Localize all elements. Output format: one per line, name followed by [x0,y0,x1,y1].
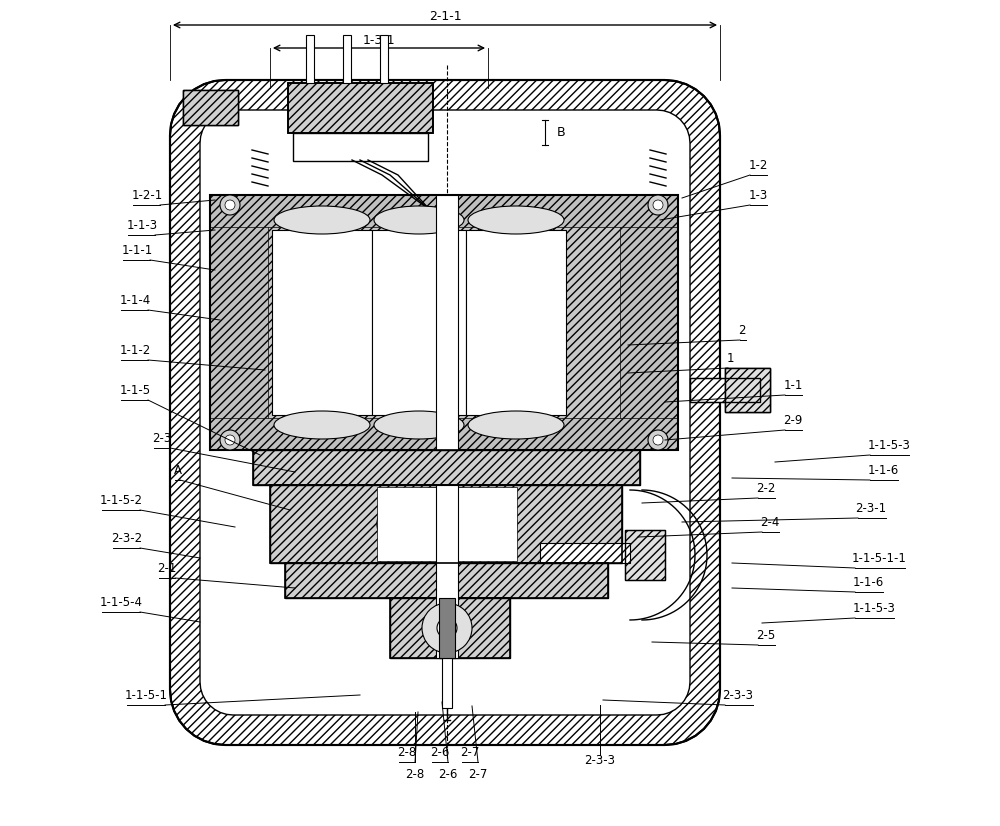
Text: 1-1-1: 1-1-1 [121,244,153,257]
Text: 2-3-2: 2-3-2 [111,532,143,545]
Polygon shape [288,83,433,133]
Text: 1-1-6: 1-1-6 [867,464,899,477]
Text: 1-1-5: 1-1-5 [119,384,151,397]
Text: 1-1-5-3: 1-1-5-3 [853,602,895,615]
Text: 2-6: 2-6 [438,768,458,781]
Text: 1: 1 [726,352,734,365]
Bar [625,530,665,580]
Text: 2-3: 2-3 [152,432,172,445]
Ellipse shape [374,206,464,234]
Polygon shape [183,90,238,125]
Circle shape [422,603,472,653]
Polygon shape [293,133,428,161]
Polygon shape [253,450,640,485]
Text: 2-8: 2-8 [397,746,417,759]
Text: 1-1-5-1: 1-1-5-1 [124,689,168,702]
Text: 2-7: 2-7 [468,768,488,781]
Text: 2-6: 2-6 [430,746,450,759]
Text: 2-1: 2-1 [157,562,177,575]
Polygon shape [540,543,630,563]
Polygon shape [170,80,720,745]
Polygon shape [725,368,770,412]
Text: 2: 2 [738,324,746,337]
Ellipse shape [468,411,564,439]
Bar [380,35,388,83]
Text: 2-4: 2-4 [760,516,780,529]
Circle shape [653,200,663,210]
Circle shape [648,430,668,450]
Bar [725,368,770,412]
Polygon shape [210,195,268,450]
Circle shape [648,195,668,215]
Text: 1-2: 1-2 [748,159,768,172]
Ellipse shape [468,206,564,234]
Circle shape [220,430,240,450]
Circle shape [225,435,235,445]
Polygon shape [372,230,466,415]
Polygon shape [439,598,455,658]
Text: 2-3-3: 2-3-3 [722,689,754,702]
Circle shape [225,200,235,210]
Text: 1-1-3: 1-1-3 [126,219,158,232]
Polygon shape [466,230,566,415]
Text: A: A [174,464,182,477]
Text: 2-7: 2-7 [460,746,480,759]
Text: 1-1-2: 1-1-2 [119,344,151,357]
Circle shape [653,435,663,445]
Text: 1-1-5-2: 1-1-5-2 [100,494,143,507]
Ellipse shape [274,206,370,234]
Polygon shape [436,485,458,658]
Text: 2-2: 2-2 [756,482,776,495]
Polygon shape [210,418,678,450]
Text: 1-1-5-4: 1-1-5-4 [100,596,143,609]
Polygon shape [690,378,760,402]
Ellipse shape [274,411,370,439]
Bar [306,35,314,83]
Polygon shape [436,195,458,450]
Polygon shape [270,485,622,563]
Text: 2-1-1: 2-1-1 [429,11,461,23]
Polygon shape [377,487,517,561]
Text: 2-5: 2-5 [756,629,776,642]
Text: 1-3-1: 1-3-1 [363,34,395,46]
Bar [442,658,452,708]
Ellipse shape [377,487,517,561]
Text: 1-1-5-3: 1-1-5-3 [868,439,910,452]
Circle shape [437,618,457,638]
Polygon shape [285,563,608,598]
Text: 1-1-4: 1-1-4 [119,294,151,307]
Polygon shape [210,195,678,450]
Polygon shape [210,195,678,227]
Text: 1-1: 1-1 [783,379,803,392]
Polygon shape [272,230,372,415]
Polygon shape [620,195,678,450]
Bar [343,35,351,83]
Text: 2-3-1: 2-3-1 [855,502,887,515]
Polygon shape [200,110,690,715]
Bar [183,90,238,125]
Text: 1-2-1: 1-2-1 [131,189,163,202]
Polygon shape [390,598,510,658]
Text: B: B [557,126,566,139]
Text: 2-9: 2-9 [783,414,803,427]
Text: 1-3: 1-3 [748,189,768,202]
Circle shape [220,195,240,215]
Text: 1-1-6: 1-1-6 [852,576,884,589]
Text: 1-1-5-1-1: 1-1-5-1-1 [852,552,906,565]
Ellipse shape [374,411,464,439]
Text: 2-8: 2-8 [405,768,425,781]
Text: 2-3-3: 2-3-3 [584,753,616,767]
